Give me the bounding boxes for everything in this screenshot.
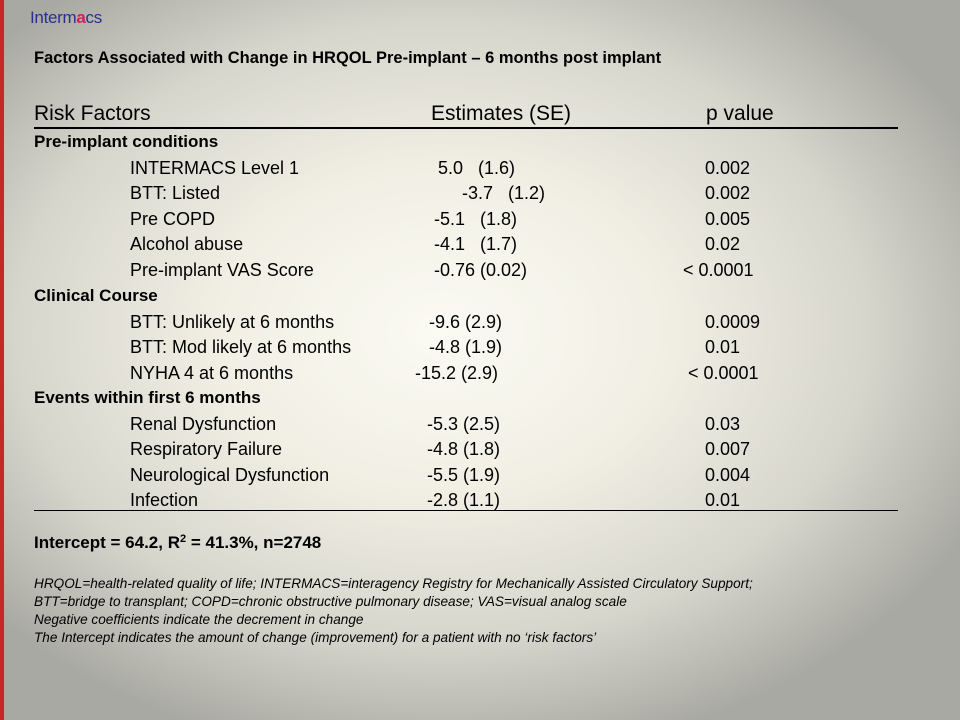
footnote: BTT=bridge to transplant; COPD=chronic o… [34,594,627,609]
estimate-cell: -0.76 (0.02) [434,260,528,280]
intercept-summary: Intercept = 64.2, R2 = 41.3%, n=2748 [34,533,321,553]
intercept-text-tail: = 41.3%, n=2748 [186,533,322,552]
estimate-cell: -3.7 (1.2) [462,183,546,204]
table-row: Neurological Dysfunction -5.5 (1.9) 0.004 [0,465,900,491]
r-squared-superscript: 2 [179,533,187,545]
p-value-cell: < 0.0001 [688,362,759,383]
logo-text-accent: a [76,8,86,27]
risk-factor-cell: Respiratory Failure [130,439,283,460]
p-value-cell: 0.002 [705,157,751,178]
p-value-cell: 0.01 [705,337,741,358]
risk-factor-cell: Alcohol abuse [130,234,244,255]
footnotes: HRQOL=health-related quality of life; IN… [34,575,753,647]
table-row: Pre COPD -5.1 (1.8) 0.005 [0,209,900,235]
p-value-cell: 0.0009 [705,311,761,332]
risk-factor-cell: INTERMACS Level 1 [130,157,300,178]
table-bottom-rule [34,510,898,511]
p-value-cell: 0.007 [705,439,751,460]
p-value-cell: 0.03 [705,413,741,434]
p-value-cell: 0.002 [705,183,751,204]
table-row: Pre-implant VAS Score -0.76 (0.02) < 0.000… [0,260,900,286]
estimate-cell: -4.8 (1.9) [429,337,503,358]
footnote: Negative coefficients indicate the decre… [34,612,364,627]
slide-title: Factors Associated with Change in HRQOL … [34,49,662,67]
estimate-cell: -2.8 (1.1) [427,490,501,511]
risk-factor-cell: BTT: Unlikely at 6 months [130,311,335,332]
estimate-cell: -5.3 (2.5) [427,413,501,434]
risk-factor-cell: BTT: Mod likely at 6 months [130,337,352,358]
p-value-cell: 0.005 [705,208,751,229]
table-row: Respiratory Failure -4.8 (1.8) 0.007 [0,439,900,465]
table-row: BTT: Listed -3.7 (1.2) 0.002 [0,183,900,209]
header-p-value: p value [706,102,774,125]
risk-factor-cell: Neurological Dysfunction [130,464,330,485]
logo-text-tail: cs [85,8,103,27]
left-accent-bar [0,0,4,720]
estimate-cell: -4.8 (1.8) [427,439,501,460]
footnote: HRQOL=health-related quality of life; IN… [34,576,753,591]
table-row: BTT: Mod likely at 6 months -4.8 (1.9) 0.0… [0,337,900,363]
p-value-cell: 0.004 [705,464,751,485]
risk-factor-cell: Renal Dysfunction [130,413,277,434]
section-label: Events within first 6 months [34,388,261,407]
estimate-cell: -4.1 (1.7) [434,234,518,255]
logo-text-lead: Interm [30,8,77,27]
risk-factor-cell: Pre-implant VAS Score [130,260,314,280]
estimate-cell: -5.5 (1.9) [427,464,501,485]
risk-factor-cell: BTT: Listed [130,183,221,204]
table-row: BTT: Unlikely at 6 months -9.6 (2.9) 0.000… [0,312,900,338]
estimate-cell: 5.0 (1.6) [438,157,516,178]
header-risk-factors: Risk Factors [34,102,151,125]
footnote: The Intercept indicates the amount of ch… [34,630,597,645]
table-row: Infection -2.8 (1.1) 0.01 [0,490,900,516]
p-value-cell: < 0.0001 [683,260,754,280]
estimate-cell: -15.2 (2.9) [415,362,499,383]
table-row: NYHA 4 at 6 months -15.2 (2.9) < 0.0001 [0,363,900,389]
estimate-cell: -9.6 (2.9) [429,311,503,332]
section-label: Clinical Course [34,286,158,305]
risk-factor-cell: NYHA 4 at 6 months [130,362,294,383]
risk-factor-cell: Infection [130,490,199,511]
intermacs-logo: Intermacs [30,8,102,28]
table-header: Risk Factors Estimates (SE) p value [34,102,898,129]
p-value-cell: 0.01 [705,490,741,511]
table-row: Alcohol abuse -4.1 (1.7) 0.02 [0,234,900,260]
header-estimates: Estimates (SE) [431,102,572,125]
risk-factor-cell: Pre COPD [130,208,216,229]
estimate-cell: -5.1 (1.8) [434,208,518,229]
table-row: Renal Dysfunction -5.3 (2.5) 0.03 [0,414,900,440]
section-label: Pre-implant conditions [34,132,219,151]
intercept-text: Intercept = 64.2, R [34,533,180,552]
table-row: INTERMACS Level 1 5.0 (1.6) 0.002 [0,158,900,184]
p-value-cell: 0.02 [705,234,741,255]
